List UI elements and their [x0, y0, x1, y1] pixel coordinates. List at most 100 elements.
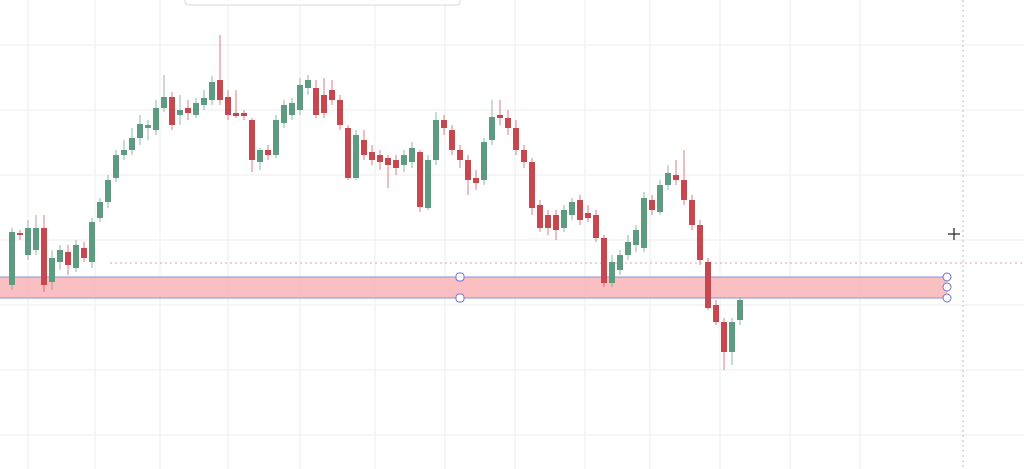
candle-body — [409, 148, 415, 162]
handle[interactable] — [942, 293, 952, 303]
candle-body — [153, 108, 159, 130]
candle-body — [393, 160, 399, 168]
candle-body — [289, 103, 295, 115]
candle-body — [193, 103, 199, 115]
candle-body — [89, 222, 95, 262]
zone-rectangle[interactable] — [0, 277, 947, 298]
candle-body — [17, 233, 23, 235]
candle-body — [25, 228, 31, 255]
candle-body — [377, 155, 383, 162]
candle-body — [41, 228, 47, 285]
candle-body — [321, 95, 327, 113]
handle[interactable] — [455, 293, 465, 303]
candle-body — [177, 110, 183, 115]
candle-body — [281, 105, 287, 123]
candle-body — [225, 97, 231, 115]
candle-body — [481, 142, 487, 180]
candle-body — [457, 150, 463, 160]
candle-body — [313, 88, 319, 115]
candle-body — [649, 200, 655, 210]
candle-body — [657, 185, 663, 212]
candle-body — [513, 128, 519, 150]
candle-body — [633, 230, 639, 245]
handle[interactable] — [455, 272, 465, 282]
candle-body — [601, 238, 607, 283]
candle-body — [121, 150, 127, 155]
candle-body — [713, 305, 719, 322]
candle-body — [305, 80, 311, 88]
candle-body — [729, 322, 735, 352]
candle-body — [145, 125, 151, 128]
candle-body — [97, 202, 103, 218]
candle-body — [473, 178, 479, 183]
candle-body — [681, 180, 687, 200]
candle-body — [345, 128, 351, 178]
candle-body — [273, 120, 279, 155]
candle-body — [33, 228, 39, 250]
candle-body — [521, 150, 527, 162]
candle-body — [81, 248, 87, 258]
candle-body — [609, 262, 615, 283]
candle-body — [425, 160, 431, 208]
candle-body — [417, 152, 423, 207]
candle-body — [433, 120, 439, 160]
candle-body — [721, 322, 727, 352]
candle-body — [665, 173, 671, 185]
candle-body — [105, 180, 111, 202]
candle-body — [57, 250, 63, 262]
candle-body — [673, 175, 679, 180]
handle[interactable] — [942, 272, 952, 282]
candle-body — [249, 120, 255, 160]
candle-body — [241, 113, 247, 116]
candle-body — [689, 200, 695, 225]
candle-body — [185, 108, 191, 113]
candle-body — [361, 140, 367, 155]
candle-body — [49, 258, 55, 282]
candle-body — [217, 80, 223, 100]
candle-body — [369, 152, 375, 160]
candle-body — [641, 198, 647, 248]
popup-panel[interactable] — [184, 0, 461, 6]
candle-body — [265, 150, 271, 155]
candle-body — [137, 124, 143, 138]
candle-body — [545, 215, 551, 228]
candle-body — [705, 262, 711, 308]
candle-body — [385, 158, 391, 165]
candle-body — [337, 100, 343, 125]
candle-body — [9, 232, 15, 285]
candles — [9, 35, 743, 370]
candle-body — [73, 245, 79, 268]
candle-body — [625, 242, 631, 255]
candle-body — [113, 155, 119, 178]
candle-body — [465, 160, 471, 180]
candle-body — [257, 150, 263, 162]
candle-body — [297, 85, 303, 110]
candle-body — [169, 97, 175, 125]
candle-body — [737, 300, 743, 320]
candle-body — [329, 90, 335, 100]
candle-body — [553, 215, 559, 230]
candle-body — [209, 82, 215, 100]
candle-body — [441, 120, 447, 128]
candle-body — [489, 117, 495, 140]
candle-body — [617, 255, 623, 270]
cursor — [948, 228, 960, 240]
candle-body — [697, 225, 703, 260]
candle-body — [505, 118, 511, 128]
candle-body — [161, 97, 167, 108]
candle-body — [529, 162, 535, 208]
handle[interactable] — [942, 282, 952, 292]
candle-body — [585, 213, 591, 218]
candle-body — [201, 98, 207, 105]
candle-body — [537, 205, 543, 228]
candle-body — [129, 138, 135, 150]
candle-body — [577, 200, 583, 220]
candle-body — [593, 215, 599, 238]
candle-body — [569, 202, 575, 215]
candle-body — [65, 252, 71, 265]
candle-body — [561, 210, 567, 228]
candle-body — [233, 113, 239, 116]
candle-body — [353, 135, 359, 178]
